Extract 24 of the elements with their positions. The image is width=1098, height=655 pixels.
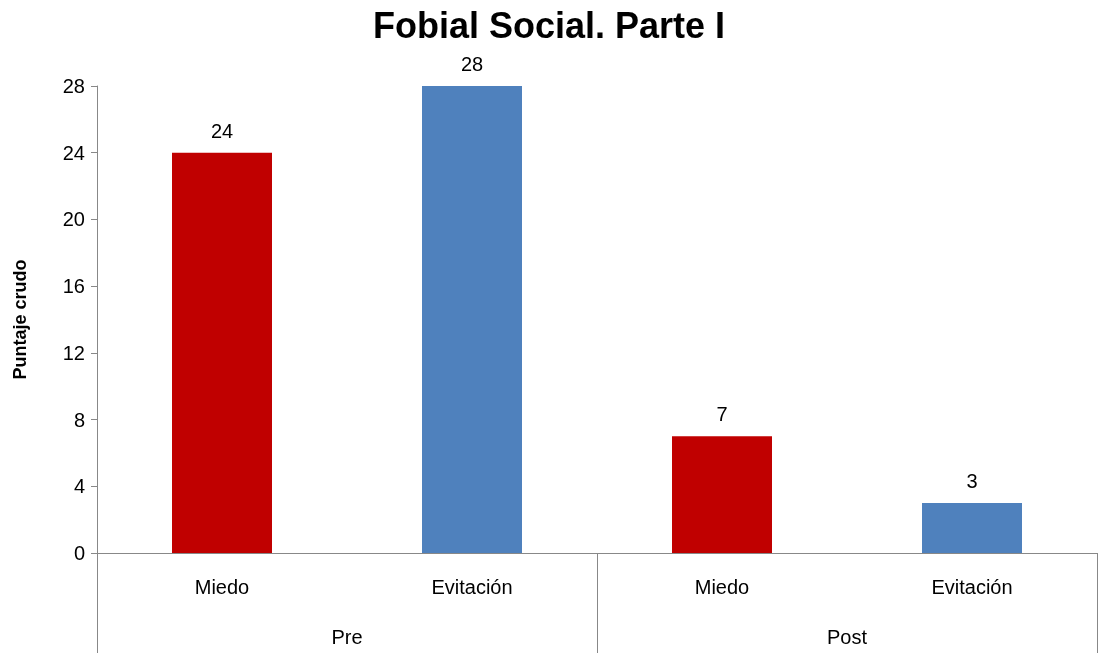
y-tick-label: 20: [62, 208, 85, 231]
data-label: 7: [716, 403, 728, 426]
y-tick-label: 12: [62, 341, 85, 364]
text: Pre: [331, 626, 363, 648]
x-tick-label: Evitación: [931, 576, 1013, 598]
bar: [172, 152, 272, 553]
bar: [672, 436, 772, 553]
chart-title: Fobial Social. Parte I: [372, 4, 726, 46]
y-tick-label: 28: [62, 75, 85, 97]
y-tick-label: 0: [73, 542, 85, 564]
x-tick-label: Evitación: [431, 576, 513, 598]
x-tick-label: Miedo: [694, 576, 750, 598]
bar: [922, 502, 1022, 553]
x-tick-label: Miedo: [194, 576, 250, 598]
data-label: 28: [460, 53, 484, 75]
text: Post: [826, 626, 868, 648]
y-tick-label: 4: [73, 475, 85, 498]
data-label: 24: [210, 119, 234, 142]
data-label: 3: [966, 469, 978, 492]
bar: [422, 86, 522, 553]
y-tick-label: 24: [62, 141, 85, 164]
y-tick-label: 16: [62, 275, 85, 298]
y-axis-title: Puntaje crudo: [10, 259, 30, 380]
y-tick-label: 8: [73, 408, 85, 431]
